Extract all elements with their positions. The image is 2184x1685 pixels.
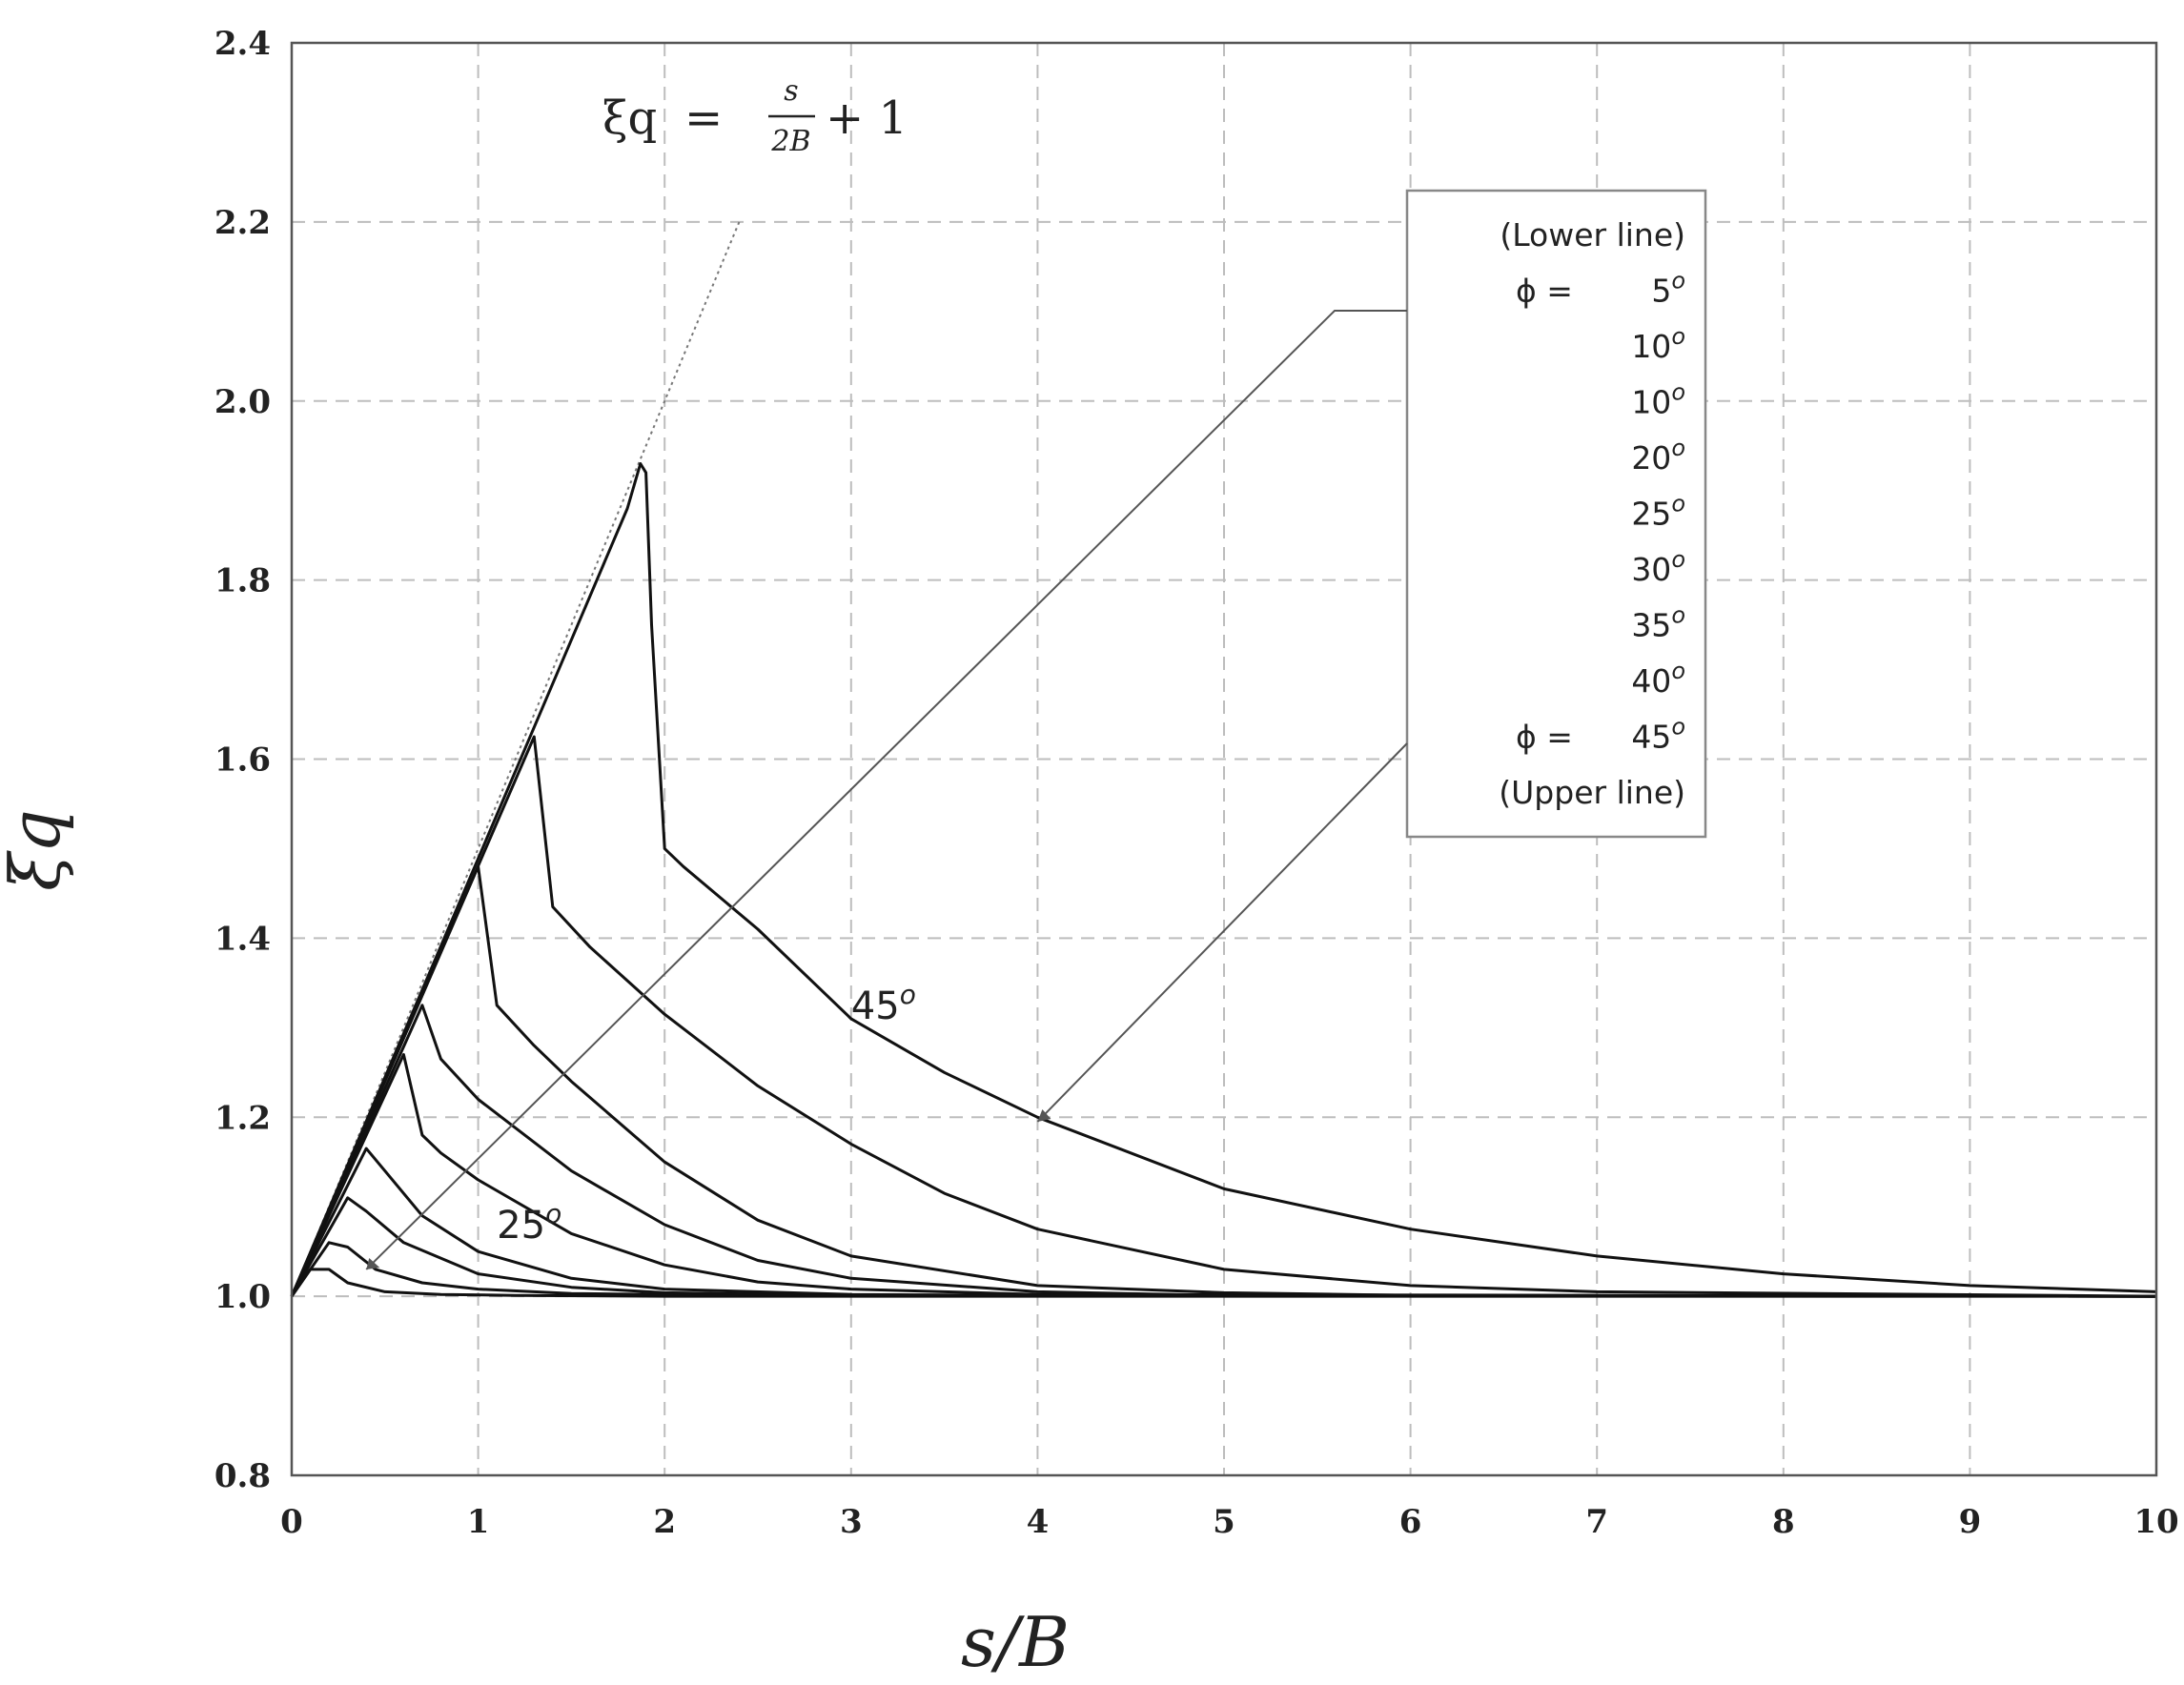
legend-entry: 10o [1631, 323, 1685, 365]
formula-line [291, 221, 741, 1297]
y-tick-label: 0.8 [214, 1457, 271, 1495]
leader-arrowhead-lower [366, 1257, 380, 1269]
legend-entry: 25o [1631, 491, 1685, 533]
x-tick-label: 6 [1399, 1503, 1422, 1541]
y-tick-label: 1.2 [214, 1099, 271, 1137]
legend-entry: (Upper line) [1499, 774, 1685, 811]
curve-annotations: 25o 45o [497, 979, 916, 1248]
legend-entry: 30o [1631, 546, 1685, 588]
series-line-phi-5 [290, 1268, 2156, 1298]
series-line-phi-25 [290, 1053, 2157, 1298]
leader-line-lower [365, 310, 1407, 1270]
leader-lines [365, 310, 1408, 1270]
y-tick-labels: 0.8 1.0 1.2 1.4 1.6 1.8 2.0 2.2 2.4 [214, 25, 271, 1495]
x-tick-label: 1 [467, 1503, 490, 1541]
legend-entry: 35o [1631, 602, 1685, 644]
series-line-phi-40 [290, 735, 2157, 1298]
curve-annotation: 45o [851, 979, 916, 1028]
x-tick-label: 9 [1959, 1503, 1982, 1541]
legend: (Lower line) 5o ϕ = 10o 10o 20o 25o 30o 35o 40o 45… [1405, 189, 1707, 839]
legend-phi-prefix: ϕ = [1516, 719, 1573, 756]
series-line-phi-30 [290, 1004, 2157, 1298]
y-tick-label: 1.0 [214, 1278, 271, 1316]
leader-arrowhead-upper [1037, 1108, 1051, 1122]
legend-entry: 5o [1651, 268, 1685, 310]
formula-lhs: ξq [602, 91, 657, 145]
formula-numerator: s [784, 74, 798, 108]
x-tick-label: 5 [1213, 1503, 1235, 1541]
series-line-phi-10 [290, 1241, 2157, 1298]
legend-entry: 45o [1631, 714, 1685, 756]
x-tick-label: 0 [280, 1503, 303, 1541]
plot-frame [290, 41, 2158, 1477]
x-tick-label: 4 [1027, 1503, 1050, 1541]
curve-annotation: 25o [497, 1198, 561, 1248]
x-axis-title: s/B [961, 1602, 1070, 1682]
x-tick-label: 10 [2133, 1503, 2178, 1541]
legend-entry: (Lower line) [1500, 216, 1685, 254]
legend-entry: 10o [1631, 379, 1685, 421]
formula-rest: + 1 [826, 91, 908, 145]
legend-phi-prefix: ϕ = [1516, 273, 1573, 310]
x-tick-label: 8 [1772, 1503, 1795, 1541]
series-line-phi-45 [290, 462, 2157, 1297]
y-tick-label: 2.2 [214, 204, 271, 242]
formula-reference-line [291, 221, 741, 1297]
formula-denominator: 2B [770, 125, 810, 158]
legend-entry: 20o [1631, 435, 1685, 477]
y-axis-title: ξq [0, 809, 75, 891]
formula-equals: = [684, 91, 723, 145]
formula-label: ξq = s 2B + 1 [602, 74, 908, 158]
x-tick-label: 7 [1585, 1503, 1608, 1541]
x-tick-labels: 0 1 2 3 4 5 6 7 8 9 10 [280, 1503, 2179, 1541]
y-tick-label: 2.0 [214, 383, 271, 421]
x-tick-label: 2 [653, 1503, 676, 1541]
leader-line-upper [1036, 742, 1408, 1123]
series-line-phi-15 [290, 1196, 2157, 1298]
y-tick-label: 1.8 [214, 562, 271, 600]
legend-entry: 40o [1631, 658, 1685, 700]
series-line-phi-20 [290, 1147, 2157, 1298]
legend-box [1405, 189, 1707, 839]
legend-lines: (Lower line) 5o ϕ = 10o 10o 20o 25o 30o 35o 40o 45… [1499, 216, 1685, 811]
y-tick-label: 1.4 [214, 920, 271, 958]
series-group [290, 462, 2157, 1298]
y-tick-label: 1.6 [214, 741, 271, 780]
grid [292, 43, 2156, 1475]
y-tick-label: 2.4 [214, 25, 271, 63]
x-tick-label: 3 [840, 1503, 863, 1541]
series-line-phi-35 [290, 864, 2157, 1298]
